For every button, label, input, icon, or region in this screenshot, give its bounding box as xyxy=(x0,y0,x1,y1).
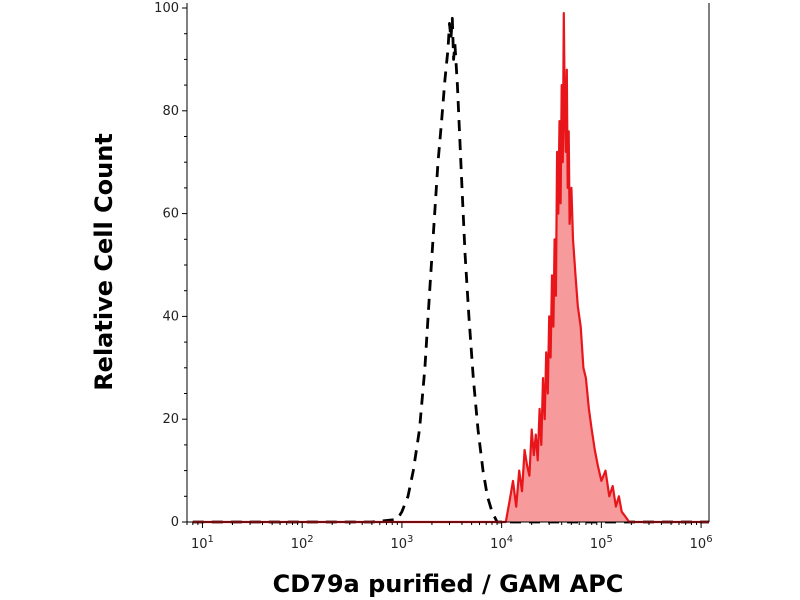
x-tick-label: 105 xyxy=(590,534,613,552)
y-tick-label: 20 xyxy=(162,412,179,427)
series-dashed-line xyxy=(192,16,709,524)
y-axis-title: Relative Cell Count xyxy=(90,133,118,391)
y-tick-label: 100 xyxy=(154,1,179,16)
series-fill-area xyxy=(192,13,710,522)
x-tick-label: 106 xyxy=(690,534,713,552)
plot-area xyxy=(192,12,710,524)
y-tick-label: 0 xyxy=(171,515,179,530)
axes: 0 20 40 60 80 100 101 102 103 104 105 106 xyxy=(154,1,712,552)
x-tick-label: 104 xyxy=(490,534,513,552)
y-tick-label: 80 xyxy=(162,104,179,119)
x-tick-label: 103 xyxy=(390,534,413,552)
y-tick-label: 60 xyxy=(162,207,179,222)
x-tick-label: 102 xyxy=(291,534,314,552)
y-tick-label: 40 xyxy=(162,309,179,324)
x-tick-label: 101 xyxy=(191,534,214,552)
series-outline-line xyxy=(192,12,709,524)
x-axis-title: CD79a purified / GAM APC xyxy=(273,570,624,598)
